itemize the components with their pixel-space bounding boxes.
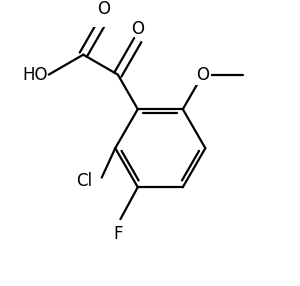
- Text: F: F: [113, 225, 123, 243]
- Text: O: O: [97, 0, 110, 18]
- Text: O: O: [131, 20, 144, 38]
- Text: Cl: Cl: [76, 172, 93, 190]
- Text: O: O: [196, 65, 209, 84]
- Text: HO: HO: [22, 65, 47, 84]
